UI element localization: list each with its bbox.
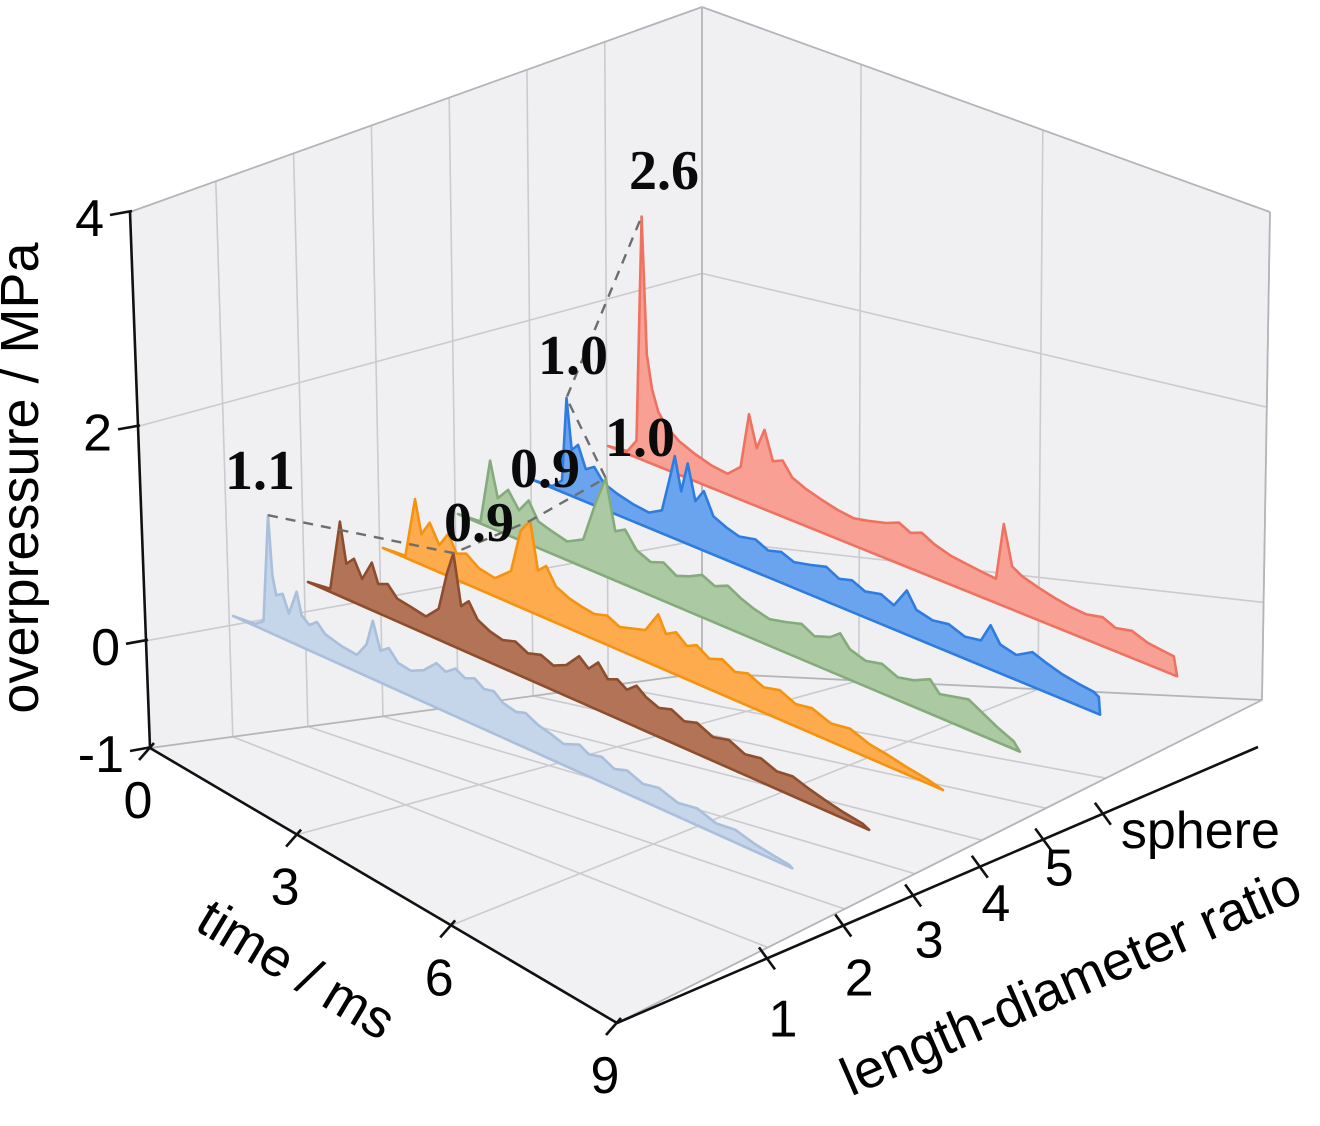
ratio-tick-label: sphere	[1121, 802, 1280, 860]
ratio-axis-tick	[1034, 827, 1053, 852]
series-area-ratio-1	[231, 513, 794, 870]
series-area-ratio-4	[456, 459, 1022, 753]
time-axis-line	[149, 746, 618, 1025]
box-edge	[616, 699, 1263, 1024]
peak-value-label: 0.9	[510, 438, 580, 500]
peak-value-label: 1.0	[538, 325, 608, 387]
z-axis-line	[128, 211, 152, 749]
time-axis-tick	[439, 919, 457, 939]
time-axis-tick	[285, 828, 303, 848]
ratio-axis-tick	[904, 883, 923, 908]
ratio-axis-line	[616, 745, 1259, 1025]
series-area-ratio-3	[381, 497, 945, 792]
peak-value-label: 1.0	[605, 407, 675, 469]
grid-line-ratio-floor	[232, 736, 769, 949]
ratio-axis-tick	[970, 855, 989, 879]
z-axis-title: overpressure / MPa	[0, 241, 50, 713]
z-tick-label: -1	[78, 726, 124, 784]
grid-line-time-rightwall	[857, 64, 862, 681]
z-axis-tick	[117, 424, 141, 431]
ratio-axis-tick	[1093, 802, 1112, 826]
time-tick-label: 3	[271, 859, 300, 917]
box-edge	[1261, 211, 1271, 701]
peak-value-label: 2.6	[629, 140, 699, 202]
time-axis-tick	[605, 1017, 622, 1036]
ratio-tick-label: 3	[915, 911, 944, 969]
z-axis-tick	[109, 209, 133, 217]
series-area-sphere	[606, 215, 1179, 678]
grid-line-z-rightwall	[701, 272, 1267, 408]
ratio-tick-label: 2	[845, 950, 874, 1008]
grid-line-time-floor	[450, 688, 1039, 927]
grid-line-ratio-leftwall	[215, 181, 234, 737]
box-edge	[701, 6, 1271, 213]
grid-line-ratio-floor	[457, 705, 983, 841]
ratio-tick-label: 4	[981, 875, 1010, 933]
grid-line-ratio-floor	[307, 725, 845, 910]
grid-line-ratio-floor	[608, 684, 1107, 779]
peak-value-label: 1.1	[225, 440, 295, 502]
floor-pane	[150, 673, 1262, 1023]
ratio-tick-label: 5	[1045, 839, 1074, 897]
box-edge	[701, 672, 1263, 701]
z-axis-tick	[125, 638, 149, 646]
z-tick-label: 0	[91, 619, 120, 677]
peak-value-label: 0.9	[444, 492, 514, 554]
series-area-ratio-2	[306, 520, 871, 832]
ratio-tick-label: 1	[769, 990, 798, 1048]
z-tick-label: 2	[83, 404, 112, 462]
time-axis-tick	[138, 742, 155, 761]
time-tick-label: 9	[591, 1047, 620, 1105]
peak-connector-line	[267, 216, 643, 555]
grid-line-ratio-leftwall	[370, 125, 384, 717]
left-wall-pane	[130, 7, 702, 748]
time-tick-label: 6	[425, 949, 454, 1007]
grid-line-z-leftwall	[137, 272, 703, 428]
z-tick-label: 4	[75, 190, 104, 248]
ratio-axis-tick	[757, 946, 777, 971]
ratio-axis-tick	[834, 913, 853, 938]
box-edge	[129, 6, 703, 213]
time-tick-label: 0	[124, 772, 153, 830]
